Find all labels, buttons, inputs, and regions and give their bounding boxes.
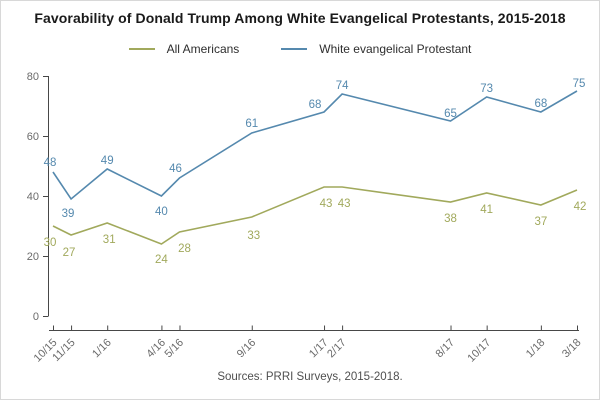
white-evangelical-line-swatch	[281, 48, 308, 50]
data-point-label: 38	[444, 213, 457, 225]
data-point-label: 41	[480, 204, 493, 216]
legend-item-white-evangelical: White evangelical Protestant	[281, 42, 471, 56]
data-point-label: 75	[573, 78, 586, 90]
x-axis-tick-label: 1/18	[524, 337, 548, 361]
y-axis-tick-label: 40	[27, 191, 39, 203]
y-axis-tick-label: 80	[27, 71, 39, 83]
series-line-white-evangelical-protestant	[52, 90, 578, 201]
data-point-label: 28	[178, 243, 191, 255]
legend-item-all-americans: All Americans	[128, 42, 240, 56]
data-point-label: 49	[101, 155, 114, 167]
data-point-label: 68	[309, 99, 322, 111]
y-axis-tick-label: 60	[27, 131, 39, 143]
data-point-label: 73	[480, 83, 493, 95]
data-point-label: 74	[336, 80, 349, 92]
y-axis-tick-label: 0	[33, 311, 39, 323]
x-axis-tick-label: 9/16	[235, 337, 259, 361]
data-point-label: 33	[247, 230, 260, 242]
all-americans-line-swatch	[128, 48, 155, 50]
series-line-all-americans	[52, 186, 578, 245]
x-axis-tick-label: 8/17	[434, 337, 458, 361]
x-axis-tick-label: 5/16	[162, 337, 186, 361]
data-point-label: 24	[155, 254, 168, 266]
data-point-label: 61	[245, 118, 258, 130]
data-point-label: 40	[155, 206, 168, 218]
data-point-label: 39	[62, 208, 75, 220]
data-point-label: 30	[44, 237, 57, 249]
data-point-label: 37	[534, 216, 547, 228]
data-point-label: 31	[103, 234, 116, 246]
data-point-label: 43	[338, 198, 351, 210]
legend: All Americans White evangelical Protesta…	[1, 42, 599, 56]
data-point-label: 65	[444, 108, 457, 120]
data-point-label: 48	[44, 157, 57, 169]
legend-label: White evangelical Protestant	[319, 42, 472, 56]
chart-title: Favorability of Donald Trump Among White…	[34, 10, 566, 26]
x-axis-tick-label: 3/18	[560, 337, 584, 361]
legend-label: All Americans	[166, 42, 240, 56]
x-axis-tick-label: 2/17	[325, 337, 349, 361]
x-axis-tick-label: 10/17	[465, 337, 493, 365]
data-point-label: 68	[534, 98, 547, 110]
data-point-label: 46	[169, 163, 182, 175]
data-point-label: 42	[574, 201, 587, 213]
x-axis-tick-label: 1/16	[90, 337, 114, 361]
data-point-label: 27	[63, 247, 76, 259]
data-point-label: 43	[320, 198, 333, 210]
source-note: Sources: PRRI Surveys, 2015-2018.	[217, 371, 403, 383]
y-axis-tick-label: 20	[27, 251, 39, 263]
